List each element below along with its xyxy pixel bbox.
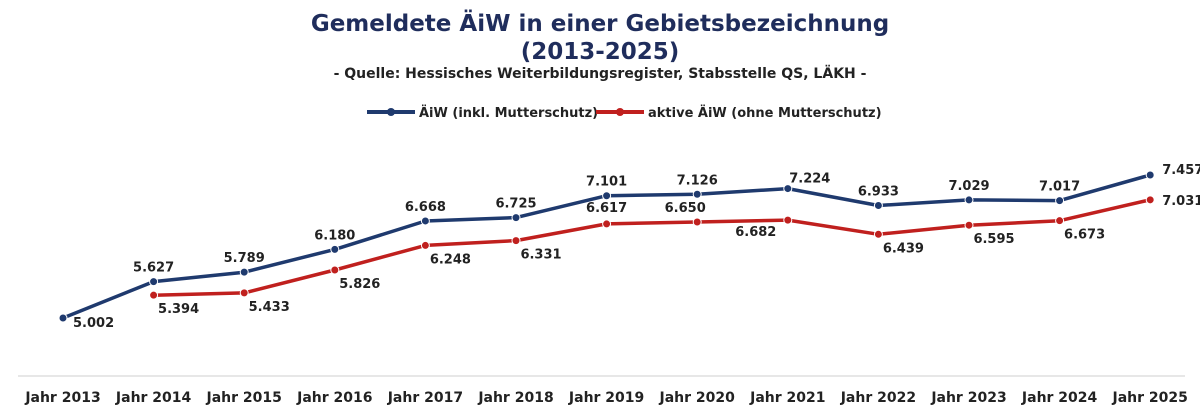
series-1-point [964, 220, 974, 230]
series-0-point [58, 313, 68, 323]
data-label: 6.617 [586, 201, 627, 216]
data-label: 7.031 [1162, 194, 1200, 209]
data-label: 6.595 [973, 232, 1014, 247]
series-0-point [1055, 196, 1065, 206]
x-tick-label: Jahr 2021 [749, 390, 825, 406]
series-0-point [511, 213, 521, 223]
x-tick-label: Jahr 2016 [296, 390, 372, 406]
data-label: 5.433 [249, 300, 290, 315]
series-1-point [1145, 195, 1155, 205]
legend-label-1: aktive ÄiW (ohne Mutterschutz) [648, 105, 882, 121]
chart-subtitle: (2013-2025) [520, 39, 680, 65]
data-label: 7.126 [677, 173, 718, 188]
data-label: 7.224 [789, 172, 830, 187]
x-tick-label: Jahr 2024 [1021, 390, 1098, 406]
x-tick-label: Jahr 2022 [840, 390, 916, 406]
legend-label-0: ÄiW (inkl. Mutterschutz) [419, 105, 598, 121]
x-tick-label: Jahr 2025 [1112, 390, 1188, 406]
series-1-point [330, 265, 340, 275]
series-1-point [239, 288, 249, 298]
series-0-point [420, 216, 430, 226]
series-0-point [1145, 170, 1155, 180]
series-0-point [149, 277, 159, 287]
data-label: 6.933 [858, 185, 899, 200]
data-label: 6.248 [430, 252, 471, 267]
series-line-1 [153, 198, 1151, 297]
data-label: 5.627 [133, 261, 174, 276]
data-label: 5.789 [224, 251, 265, 266]
series-0-point [783, 184, 793, 194]
series-1-point [692, 217, 702, 227]
series-0-point [873, 201, 883, 211]
data-label: 7.457 [1162, 163, 1200, 178]
data-label: 6.682 [735, 225, 776, 240]
series-0-point [239, 267, 249, 277]
x-tick-label: Jahr 2015 [206, 390, 282, 406]
x-tick-label: Jahr 2018 [477, 390, 553, 406]
chart-source: - Quelle: Hessisches Weiterbildungsregis… [333, 66, 867, 82]
series-1-point [511, 236, 521, 246]
data-label: 6.439 [883, 241, 924, 256]
series-1-point [420, 240, 430, 250]
series-1-point [1055, 216, 1065, 226]
data-label: 7.101 [586, 175, 627, 190]
series-1-point [602, 219, 612, 229]
series-1-point [873, 229, 883, 239]
data-label: 6.650 [665, 201, 706, 216]
data-label: 5.002 [73, 316, 114, 331]
data-label: 6.673 [1064, 228, 1105, 243]
data-label: 6.668 [405, 200, 446, 215]
x-tick-label: Jahr 2014 [115, 390, 192, 406]
x-tick-label: Jahr 2017 [387, 390, 463, 406]
legend-marker-1 [616, 108, 624, 116]
data-label: 5.394 [158, 302, 199, 317]
data-label: 6.331 [520, 248, 561, 263]
x-tick-label: Jahr 2020 [659, 390, 736, 406]
chart-title: Gemeldete ÄiW in einer Gebietsbezeichnun… [310, 11, 890, 37]
series-0-point [964, 195, 974, 205]
series-0-point [692, 189, 702, 199]
x-tick-label: Jahr 2013 [24, 390, 100, 406]
legend-marker-0 [387, 108, 395, 116]
data-label: 7.017 [1039, 180, 1080, 195]
data-label: 7.029 [948, 179, 989, 194]
series-1-point [149, 290, 159, 300]
series-0-point [330, 244, 340, 254]
series-0-point [602, 191, 612, 201]
data-label: 6.725 [495, 197, 536, 212]
series-1-point [783, 215, 793, 225]
x-tick-label: Jahr 2019 [568, 390, 644, 406]
x-tick-label: Jahr 2023 [930, 390, 1006, 406]
data-label: 6.180 [314, 228, 355, 243]
data-label: 5.826 [339, 277, 380, 292]
